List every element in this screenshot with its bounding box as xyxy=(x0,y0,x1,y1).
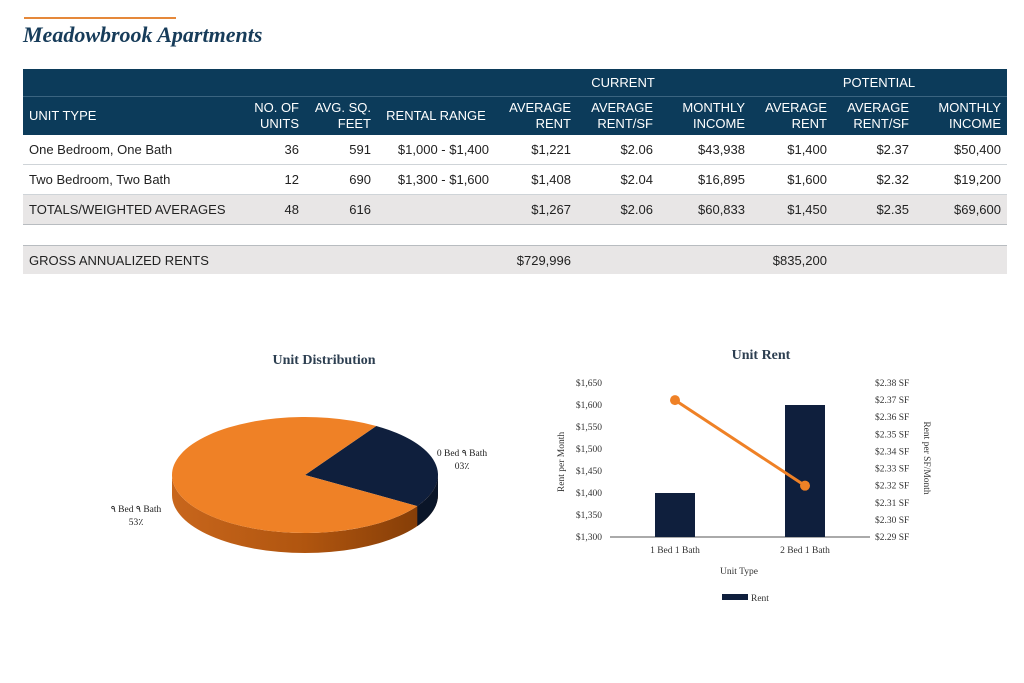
column-header: AVERAGE RENT/SF xyxy=(577,96,659,135)
table-cell: $2.06 xyxy=(577,135,659,165)
rent-per-sf-line xyxy=(674,398,806,487)
column-header: RENTAL RANGE xyxy=(377,96,495,135)
y-tick-label: $1,400 xyxy=(576,488,602,499)
y-right-tick-label: $2.35 SF xyxy=(875,429,909,440)
unit-distribution-chart: Unit Distribution 0 Bed ٩ Bath 03٪ ٩ Bed… xyxy=(111,353,487,553)
pie-slice-label: 0 Bed ٩ Bath xyxy=(437,449,487,459)
table-cell: $1,408 xyxy=(495,164,577,195)
table-row: One Bedroom, One Bath 36 591 $1,000 - $1… xyxy=(23,135,1007,165)
spacer-row xyxy=(23,224,1007,246)
x-axis-label: Unit Type xyxy=(720,567,758,577)
table-cell: $2.35 xyxy=(833,194,915,225)
y-right-tick-label: $2.29 SF xyxy=(875,532,909,543)
y-axis-right-label: Rent per SF/Month xyxy=(921,421,931,495)
bar-0 xyxy=(655,493,695,537)
gross-rents-potential: $835,200 xyxy=(751,245,833,274)
table-cell: One Bedroom, One Bath xyxy=(23,135,243,165)
group-header-potential: POTENTIAL xyxy=(751,69,1007,97)
group-header-row: CURRENT POTENTIAL xyxy=(23,69,1007,97)
y-tick-label: $1,500 xyxy=(576,444,602,455)
group-header-current: CURRENT xyxy=(495,69,751,97)
table-cell: $60,833 xyxy=(659,194,751,225)
totals-row: TOTALS/WEIGHTED AVERAGES 48 616 $1,267 $… xyxy=(23,194,1007,225)
column-header: AVG. SQ. FEET xyxy=(305,96,377,135)
table-cell: 48 xyxy=(243,194,305,225)
table-cell: $1,600 xyxy=(751,164,833,195)
table-cell: $1,400 xyxy=(751,135,833,165)
pie-slice-pct-label: 53٪ xyxy=(129,518,144,528)
table-cell: $1,267 xyxy=(495,194,577,225)
y-tick-label: $1,450 xyxy=(576,466,602,477)
pie-slice-label: ٩ Bed ٩ Bath xyxy=(111,505,162,515)
table-cell: 12 xyxy=(243,164,305,195)
table-cell: TOTALS/WEIGHTED AVERAGES xyxy=(23,194,243,225)
column-header: MONTHLY INCOME xyxy=(915,96,1007,135)
y-tick-label: $1,650 xyxy=(576,378,602,389)
y-tick-label: $1,350 xyxy=(576,510,602,521)
table-cell: $50,400 xyxy=(915,135,1007,165)
y-tick-label: $1,600 xyxy=(576,400,602,411)
table-cell: $1,221 xyxy=(495,135,577,165)
table-cell: 591 xyxy=(305,135,377,165)
page-title: Meadowbrook Apartments xyxy=(23,22,263,47)
column-header: NO. OF UNITS xyxy=(243,96,305,135)
column-header: UNIT TYPE xyxy=(23,96,243,135)
gross-rents-label: GROSS ANNUALIZED RENTS xyxy=(23,245,495,274)
table-cell: $2.32 xyxy=(833,164,915,195)
y-right-tick-label: $2.30 SF xyxy=(875,515,909,526)
table-row: Two Bedroom, Two Bath 12 690 $1,300 - $1… xyxy=(23,164,1007,195)
table-cell: $69,600 xyxy=(915,194,1007,225)
y-axis-label: Rent per Month xyxy=(557,432,567,492)
table-cell: $19,200 xyxy=(915,164,1007,195)
line-point-1 xyxy=(800,480,810,491)
column-header-row: UNIT TYPE NO. OF UNITS AVG. SQ. FEET REN… xyxy=(23,96,1007,135)
table-cell: Two Bedroom, Two Bath xyxy=(23,164,243,195)
table-cell: 616 xyxy=(305,194,377,225)
y-right-tick-label: $2.38 SF xyxy=(875,378,909,389)
y-right-tick-label: $2.37 SF xyxy=(875,395,909,406)
legend-label-rent: Rent xyxy=(751,594,769,604)
table-cell: $16,895 xyxy=(659,164,751,195)
bar-title: Unit Rent xyxy=(732,348,791,363)
pie-slice-0 xyxy=(305,426,438,507)
x-tick-label: 1 Bed 1 Bath xyxy=(650,546,700,556)
table-cell: $1,000 - $1,400 xyxy=(377,135,495,165)
gross-rents-row: GROSS ANNUALIZED RENTS $729,996 $835,200 xyxy=(23,245,1007,274)
y-right-tick-label: $2.36 SF xyxy=(875,412,909,423)
rent-table: CURRENT POTENTIAL UNIT TYPE NO. OF UNITS… xyxy=(23,69,1007,274)
y-tick-label: $1,300 xyxy=(576,532,602,543)
x-tick-label: 2 Bed 1 Bath xyxy=(780,546,830,556)
y-right-tick-label: $2.34 SF xyxy=(875,446,909,457)
table-cell: $2.37 xyxy=(833,135,915,165)
table-cell: 36 xyxy=(243,135,305,165)
table-cell: $1,300 - $1,600 xyxy=(377,164,495,195)
table-cell: $43,938 xyxy=(659,135,751,165)
y-right-tick-label: $2.33 SF xyxy=(875,464,909,475)
pie-side-wall xyxy=(172,475,438,553)
y-tick-label: $1,550 xyxy=(576,422,602,433)
pie-slice-pct-label: 03٪ xyxy=(455,462,470,472)
pie-side-wall-dark xyxy=(417,475,438,527)
table-cell: $2.04 xyxy=(577,164,659,195)
table-cell: $1,450 xyxy=(751,194,833,225)
unit-rent-chart: Unit Rent $1,300 $1,350 $1,400 $1,450 $1,500… xyxy=(557,348,931,604)
gross-rents-current: $729,996 xyxy=(495,245,577,274)
bar-1 xyxy=(785,405,825,537)
line-point-0 xyxy=(670,395,680,406)
pie-slice-1 xyxy=(172,417,418,533)
column-header: AVERAGE RENT xyxy=(751,96,833,135)
column-header: MONTHLY INCOME xyxy=(659,96,751,135)
column-header: AVERAGE RENT/SF xyxy=(833,96,915,135)
legend-swatch-rent xyxy=(722,594,748,600)
table-cell: $2.06 xyxy=(577,194,659,225)
y-right-tick-label: $2.31 SF xyxy=(875,498,909,509)
y-right-tick-label: $2.32 SF xyxy=(875,481,909,492)
table-cell xyxy=(377,194,495,225)
column-header: AVERAGE RENT xyxy=(495,96,577,135)
table-cell: 690 xyxy=(305,164,377,195)
pie-title: Unit Distribution xyxy=(272,353,375,368)
title-accent-rule xyxy=(24,17,176,19)
